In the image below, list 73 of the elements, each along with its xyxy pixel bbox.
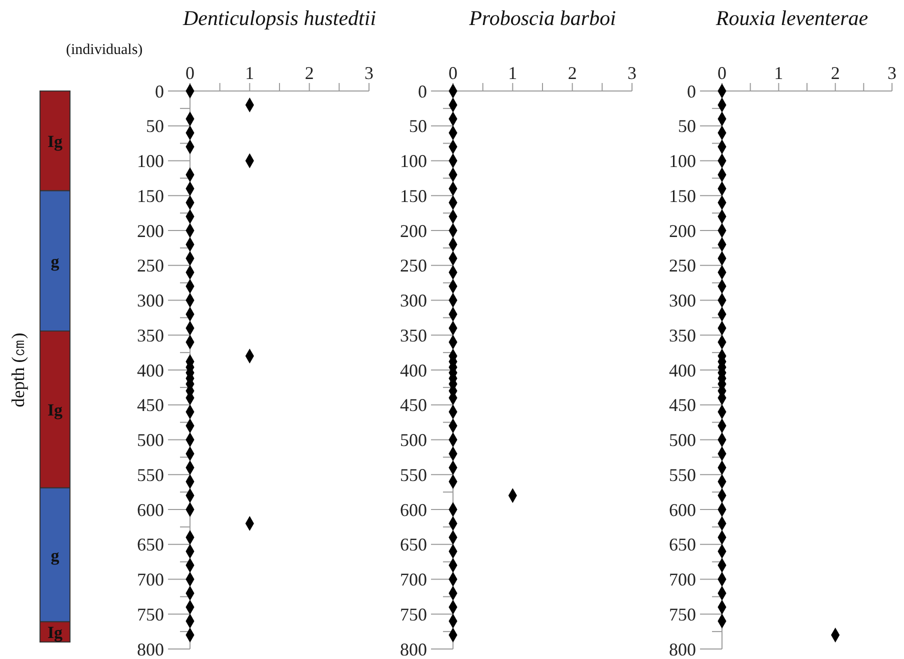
x-tick-label: 0 <box>448 63 458 83</box>
y-tick-label: 750 <box>400 604 427 624</box>
y-tick-label: 750 <box>669 604 696 624</box>
series-label: g <box>50 252 60 271</box>
y-tick-label: 0 <box>418 81 427 102</box>
x-tick-label: 1 <box>508 63 518 83</box>
y-tick-label: 0 <box>155 81 164 102</box>
y-tick-label: 200 <box>669 220 696 241</box>
y-tick-label: 650 <box>669 534 696 555</box>
y-tick-label: 600 <box>669 500 696 520</box>
y-tick-label: 800 <box>137 639 164 659</box>
y-tick-label: 600 <box>400 500 427 520</box>
y-tick-label: 800 <box>669 639 696 659</box>
y-tick-label: 400 <box>137 360 164 380</box>
y-tick-label: 550 <box>137 464 164 485</box>
x-tick-label: 3 <box>364 63 374 83</box>
y-tick-label: 450 <box>137 395 164 416</box>
y-tick-label: 50 <box>409 116 427 136</box>
x-tick-label: 3 <box>628 63 636 83</box>
series-label: Ig <box>47 622 64 642</box>
y-tick-label: 400 <box>400 360 427 380</box>
y-tick-label: 250 <box>669 256 696 276</box>
x-tick-label: 0 <box>718 63 726 83</box>
y-tick-label: 650 <box>137 534 164 555</box>
y-tick-label: 700 <box>400 570 427 590</box>
y-tick-label: 450 <box>669 395 696 416</box>
y-tick-label: 600 <box>137 500 164 520</box>
series-label: Ig <box>47 132 64 151</box>
chart-title: Rouxia leventerae <box>714 6 870 31</box>
y-tick-label: 400 <box>669 360 696 380</box>
y-tick-label: 100 <box>400 151 427 172</box>
y-tick-label: 100 <box>669 151 696 172</box>
y-tick-label: 300 <box>137 290 164 311</box>
y-tick-label: 150 <box>137 186 164 206</box>
y-tick-label: 350 <box>400 325 427 346</box>
y-tick-label: 500 <box>400 430 427 450</box>
x-tick-label: 2 <box>568 63 577 83</box>
chart-title: Proboscia barboi <box>468 6 617 31</box>
x-tick-label: 2 <box>830 63 840 83</box>
y-tick-label: 50 <box>678 116 696 136</box>
series-label: g <box>50 546 60 565</box>
y-tick-label: 700 <box>137 570 164 590</box>
y-tick-label: 500 <box>669 430 696 450</box>
y-tick-label: 550 <box>669 464 696 485</box>
y-tick-label: 100 <box>137 151 164 172</box>
y-tick-label: 350 <box>669 325 696 346</box>
y-tick-label: 150 <box>400 186 427 206</box>
y-tick-label: 300 <box>400 290 427 311</box>
y-tick-label: 150 <box>669 186 696 206</box>
series-label: Ig <box>47 400 64 420</box>
y-tick-label: 800 <box>400 639 427 659</box>
y-tick-label: 250 <box>400 256 427 276</box>
x-tick-label: 1 <box>774 63 784 83</box>
x-tick-label: 1 <box>245 63 254 83</box>
y-tick-label: 500 <box>137 430 164 450</box>
y-tick-label: 650 <box>400 534 427 555</box>
x-tick-label: 3 <box>888 63 896 83</box>
y-tick-label: 550 <box>400 464 427 485</box>
y-tick-label: 300 <box>669 290 696 311</box>
y-tick-label: 450 <box>400 395 427 416</box>
y-tick-label: 750 <box>137 604 164 624</box>
y-tick-label: 0 <box>687 81 696 102</box>
y-tick-label: 250 <box>137 256 164 276</box>
y-axis-title: depth (㎝) <box>7 332 29 408</box>
x-tick-label: 2 <box>304 63 314 83</box>
x-axis-title: (individuals) <box>66 42 143 59</box>
y-tick-label: 50 <box>146 116 164 136</box>
y-tick-label: 700 <box>669 570 696 590</box>
y-tick-label: 200 <box>400 220 427 241</box>
chart-title: Denticulopsis hustedtii <box>182 6 378 31</box>
y-tick-label: 350 <box>137 325 164 346</box>
x-tick-label: 0 <box>186 63 194 83</box>
y-tick-label: 200 <box>137 220 164 241</box>
